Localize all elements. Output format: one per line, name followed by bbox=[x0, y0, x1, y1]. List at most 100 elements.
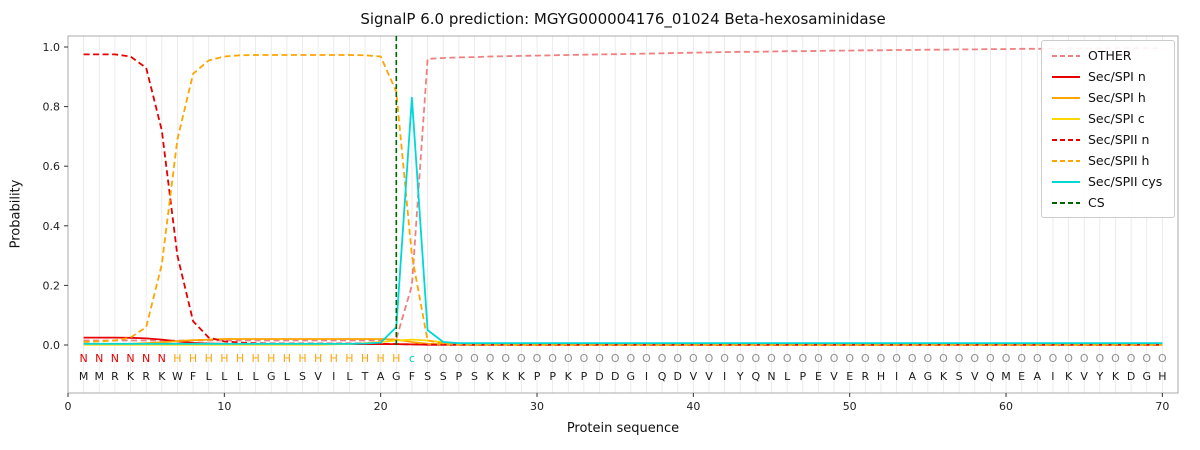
legend-line-sample bbox=[1052, 96, 1080, 99]
svg-text:K: K bbox=[502, 370, 510, 383]
svg-text:O: O bbox=[611, 352, 620, 365]
series-line bbox=[83, 53, 1163, 346]
legend-item: Sec/SPII h bbox=[1051, 153, 1165, 168]
svg-text:L: L bbox=[284, 370, 291, 383]
legend-line-sample bbox=[1052, 180, 1080, 183]
series-line bbox=[83, 96, 1163, 345]
svg-text:I: I bbox=[332, 370, 335, 383]
svg-text:P: P bbox=[581, 370, 588, 383]
svg-text:G: G bbox=[392, 370, 401, 383]
svg-text:L: L bbox=[206, 370, 213, 383]
svg-text:c: c bbox=[409, 352, 415, 365]
svg-text:O: O bbox=[845, 352, 854, 365]
legend-item: Sec/SPI n bbox=[1051, 69, 1165, 84]
legend-line-sample bbox=[1052, 117, 1080, 120]
svg-text:H: H bbox=[236, 352, 244, 365]
svg-text:0.4: 0.4 bbox=[43, 220, 61, 233]
svg-text:F: F bbox=[190, 370, 196, 383]
svg-text:H: H bbox=[189, 352, 197, 365]
legend-line-sample bbox=[1052, 201, 1080, 204]
svg-text:H: H bbox=[283, 352, 291, 365]
svg-text:H: H bbox=[267, 352, 275, 365]
svg-text:L: L bbox=[253, 370, 260, 383]
legend-line-sample bbox=[1052, 54, 1080, 57]
svg-text:N: N bbox=[126, 352, 134, 365]
svg-text:O: O bbox=[1111, 352, 1120, 365]
svg-text:D: D bbox=[673, 370, 681, 383]
svg-text:O: O bbox=[486, 352, 495, 365]
svg-text:O: O bbox=[955, 352, 964, 365]
svg-text:P: P bbox=[456, 370, 463, 383]
legend-item: Sec/SPI c bbox=[1051, 111, 1165, 126]
svg-text:0.6: 0.6 bbox=[43, 160, 61, 173]
svg-text:O: O bbox=[517, 352, 526, 365]
svg-text:O: O bbox=[908, 352, 917, 365]
svg-text:T: T bbox=[361, 370, 369, 383]
legend-line-sample bbox=[1052, 159, 1080, 162]
svg-text:0.0: 0.0 bbox=[43, 339, 61, 352]
svg-text:H: H bbox=[377, 352, 385, 365]
svg-text:O: O bbox=[861, 352, 870, 365]
svg-text:O: O bbox=[626, 352, 635, 365]
svg-text:O: O bbox=[752, 352, 761, 365]
svg-text:O: O bbox=[1142, 352, 1151, 365]
svg-text:0.8: 0.8 bbox=[43, 101, 61, 114]
svg-text:H: H bbox=[298, 352, 306, 365]
svg-text:H: H bbox=[205, 352, 213, 365]
svg-text:N: N bbox=[158, 352, 166, 365]
svg-text:O: O bbox=[1127, 352, 1136, 365]
svg-text:O: O bbox=[1017, 352, 1026, 365]
svg-text:K: K bbox=[1065, 370, 1073, 383]
svg-text:O: O bbox=[642, 352, 651, 365]
svg-text:E: E bbox=[846, 370, 853, 383]
svg-text:N: N bbox=[80, 352, 88, 365]
svg-text:40: 40 bbox=[686, 400, 700, 413]
svg-text:I: I bbox=[1051, 370, 1054, 383]
svg-text:A: A bbox=[908, 370, 916, 383]
svg-text:O: O bbox=[1095, 352, 1104, 365]
legend-label: Sec/SPII h bbox=[1088, 153, 1150, 168]
svg-text:S: S bbox=[299, 370, 306, 383]
svg-text:H: H bbox=[330, 352, 338, 365]
svg-text:V: V bbox=[971, 370, 979, 383]
svg-text:O: O bbox=[892, 352, 901, 365]
svg-text:O: O bbox=[501, 352, 510, 365]
svg-text:P: P bbox=[549, 370, 556, 383]
svg-text:L: L bbox=[237, 370, 244, 383]
svg-text:O: O bbox=[533, 352, 542, 365]
svg-text:O: O bbox=[924, 352, 933, 365]
svg-text:Y: Y bbox=[1095, 370, 1103, 383]
svg-text:K: K bbox=[940, 370, 948, 383]
svg-text:O: O bbox=[564, 352, 573, 365]
svg-text:O: O bbox=[689, 352, 698, 365]
svg-text:Q: Q bbox=[752, 370, 761, 383]
svg-text:A: A bbox=[1034, 370, 1042, 383]
svg-text:O: O bbox=[439, 352, 448, 365]
svg-text:E: E bbox=[1018, 370, 1025, 383]
svg-text:V: V bbox=[314, 370, 322, 383]
svg-text:P: P bbox=[534, 370, 541, 383]
legend-label: CS bbox=[1088, 195, 1105, 210]
legend-line-sample bbox=[1052, 138, 1080, 141]
svg-text:G: G bbox=[267, 370, 276, 383]
svg-text:H: H bbox=[392, 352, 400, 365]
legend-label: Sec/SPII n bbox=[1088, 132, 1150, 147]
svg-text:Q: Q bbox=[658, 370, 667, 383]
series-line bbox=[83, 54, 1163, 346]
svg-text:70: 70 bbox=[1155, 400, 1169, 413]
svg-text:S: S bbox=[424, 370, 431, 383]
svg-text:O: O bbox=[767, 352, 776, 365]
svg-text:D: D bbox=[1127, 370, 1135, 383]
svg-text:V: V bbox=[705, 370, 713, 383]
svg-text:N: N bbox=[95, 352, 103, 365]
legend-label: Sec/SPI n bbox=[1088, 69, 1146, 84]
legend-label: Sec/SPII cys bbox=[1088, 174, 1163, 189]
svg-text:M: M bbox=[1001, 370, 1011, 383]
svg-text:H: H bbox=[314, 352, 322, 365]
svg-text:F: F bbox=[409, 370, 415, 383]
legend-item: CS bbox=[1051, 195, 1165, 210]
svg-text:0.2: 0.2 bbox=[43, 279, 61, 292]
svg-text:I: I bbox=[723, 370, 726, 383]
